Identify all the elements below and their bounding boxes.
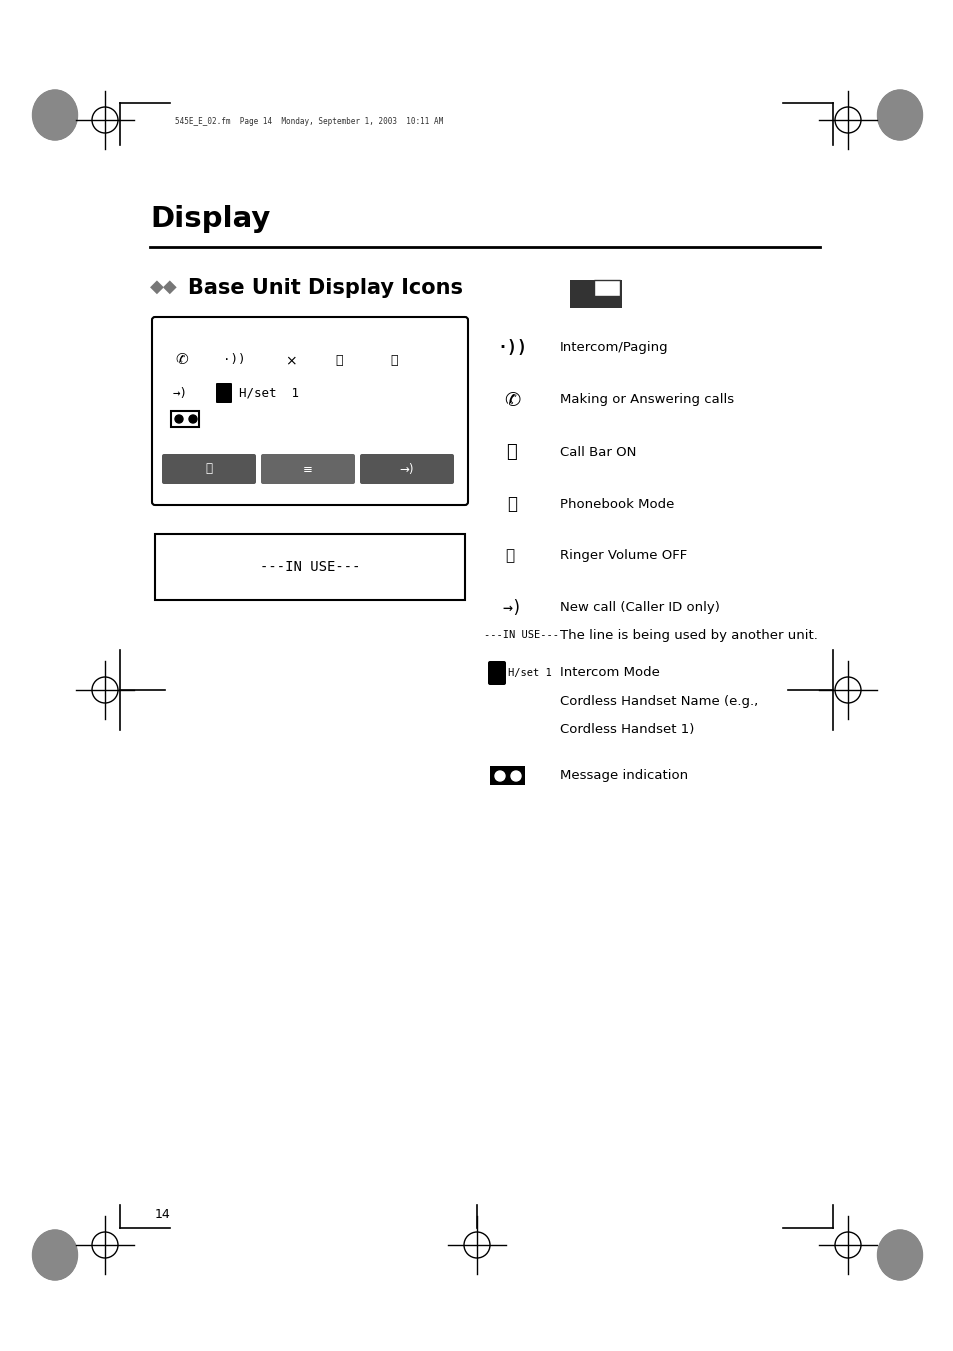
Ellipse shape (877, 91, 922, 141)
Text: ·)): ·)) (223, 354, 245, 366)
FancyBboxPatch shape (215, 382, 232, 403)
Text: →): →) (172, 386, 188, 400)
FancyBboxPatch shape (359, 454, 454, 484)
FancyBboxPatch shape (594, 280, 619, 296)
FancyBboxPatch shape (152, 317, 468, 505)
Circle shape (495, 771, 504, 781)
Text: 📖: 📖 (506, 494, 517, 513)
FancyBboxPatch shape (569, 280, 621, 308)
Circle shape (174, 415, 183, 423)
Text: ⥇: ⥇ (506, 443, 517, 461)
FancyBboxPatch shape (490, 766, 524, 785)
Circle shape (189, 415, 196, 423)
Ellipse shape (32, 1229, 77, 1279)
Text: ---IN USE---: ---IN USE--- (483, 630, 558, 640)
Text: New call (Caller ID only): New call (Caller ID only) (559, 601, 720, 615)
Text: ✆: ✆ (174, 353, 188, 367)
Text: Call Bar ON: Call Bar ON (559, 446, 636, 458)
Text: →): →) (501, 598, 521, 617)
Text: ⨯: ⨯ (285, 353, 296, 367)
Text: ✆: ✆ (503, 390, 519, 409)
Text: Cordless Handset Name (e.g.,: Cordless Handset Name (e.g., (559, 694, 758, 708)
Text: ◆◆: ◆◆ (150, 278, 177, 296)
Text: ⍾: ⍾ (335, 354, 342, 366)
Text: Ringer Volume OFF: Ringer Volume OFF (559, 550, 686, 562)
Circle shape (511, 771, 520, 781)
Text: Display: Display (150, 205, 270, 232)
Ellipse shape (32, 91, 77, 141)
Text: Intercom Mode: Intercom Mode (559, 666, 659, 680)
FancyBboxPatch shape (261, 454, 355, 484)
Text: 🔕: 🔕 (505, 549, 514, 563)
Text: Making or Answering calls: Making or Answering calls (559, 393, 734, 407)
FancyBboxPatch shape (154, 534, 464, 600)
Ellipse shape (877, 1229, 922, 1279)
Text: Base Unit Display Icons: Base Unit Display Icons (188, 278, 462, 299)
Text: Phonebook Mode: Phonebook Mode (559, 497, 674, 511)
FancyBboxPatch shape (171, 411, 199, 427)
Text: H/set 1: H/set 1 (507, 667, 551, 678)
Text: 📖: 📖 (390, 354, 397, 366)
Text: 14: 14 (154, 1209, 171, 1221)
Text: →): →) (399, 462, 414, 476)
Text: ·)): ·)) (497, 339, 526, 357)
Text: Cordless Handset 1): Cordless Handset 1) (559, 723, 694, 735)
Text: Message indication: Message indication (559, 769, 687, 781)
Text: The line is being used by another unit.: The line is being used by another unit. (559, 628, 817, 642)
Text: 📖: 📖 (205, 462, 213, 476)
Text: Intercom/Paging: Intercom/Paging (559, 342, 668, 354)
Text: 545E_E_02.fm  Page 14  Monday, September 1, 2003  10:11 AM: 545E_E_02.fm Page 14 Monday, September 1… (174, 118, 443, 127)
FancyBboxPatch shape (162, 454, 255, 484)
Circle shape (571, 289, 584, 303)
Text: H/set  1: H/set 1 (239, 386, 298, 400)
Text: ≡: ≡ (303, 462, 313, 476)
Text: ---IN USE---: ---IN USE--- (259, 561, 360, 574)
FancyBboxPatch shape (488, 661, 505, 685)
